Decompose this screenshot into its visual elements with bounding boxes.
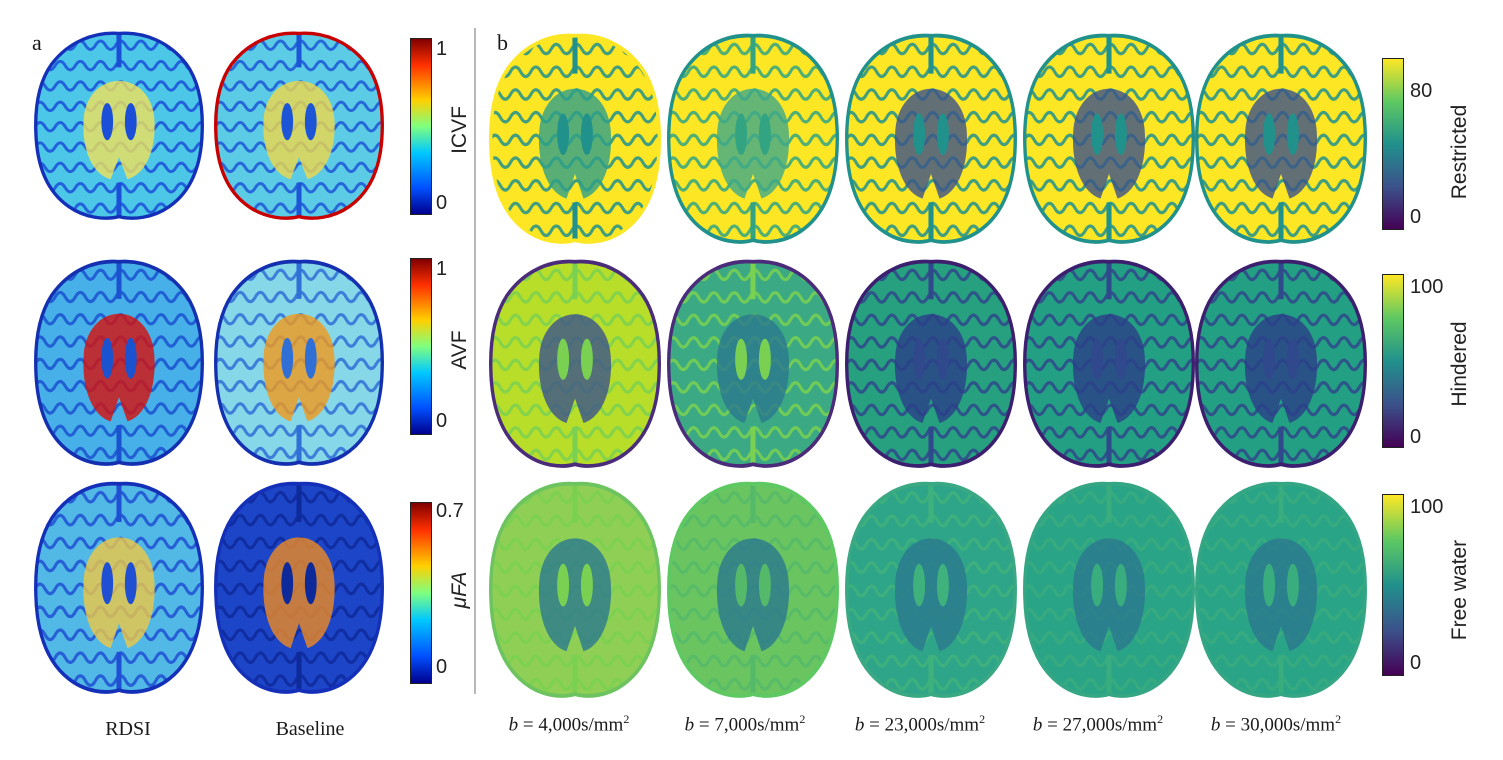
brain-map-hindered-2 [667, 259, 839, 468]
column-label-baseline: Baseline [275, 718, 345, 740]
brain-map-free-water-3 [845, 481, 1017, 698]
icvf-tick-max: 1 [436, 38, 448, 60]
mufa-tick-min: 0 [436, 656, 448, 678]
avf-colorbar [410, 258, 432, 435]
restricted-tick-max: 80 [1410, 80, 1433, 102]
b-value-label-1: b = 4,000s/mm2 [508, 712, 630, 736]
panel-b-label: b [497, 30, 508, 55]
panel-a-label: a [32, 30, 42, 55]
b-value-label-3: b = 23,000s/mm2 [854, 712, 986, 736]
brain-map-free-water-1 [489, 481, 661, 698]
brain-map-restricted-4 [1023, 33, 1195, 244]
panel-divider [474, 28, 476, 694]
free-water-tick-max: 100 [1410, 496, 1444, 518]
hindered-colorbar [1382, 274, 1404, 448]
free-water-colorbar-title: Free water [1448, 539, 1471, 641]
brain-map-restricted-5 [1195, 33, 1367, 244]
brain-map-free-water-4 [1023, 481, 1195, 698]
brain-map-hindered-5 [1195, 259, 1367, 468]
hindered-tick-min: 0 [1410, 426, 1422, 448]
b-value-label-2: b = 7,000s/mm2 [684, 712, 806, 736]
brain-map-hindered-1 [489, 259, 661, 468]
brain-map-icvf-baseline [214, 31, 384, 220]
brain-map-avf-rdsi [34, 259, 204, 466]
brain-map-restricted-2 [667, 33, 839, 244]
hindered-colorbar-title: Hindered [1448, 321, 1471, 407]
column-label-rdsi: RDSI [105, 718, 151, 740]
brain-map-hindered-4 [1023, 259, 1195, 468]
brain-map-icvf-rdsi [34, 31, 204, 220]
mufa-colorbar [410, 502, 432, 684]
hindered-tick-max: 100 [1410, 276, 1444, 298]
brain-map-mufa-baseline [214, 481, 384, 694]
b-value-label-5: b = 30,000s/mm2 [1210, 712, 1342, 736]
icvf-colorbar-title: ICVF [448, 106, 471, 154]
brain-map-avf-baseline [214, 259, 384, 466]
free-water-tick-min: 0 [1410, 652, 1422, 674]
brain-map-free-water-5 [1195, 481, 1367, 698]
free-water-colorbar [1382, 494, 1404, 676]
b-value-label-4: b = 27,000s/mm2 [1032, 712, 1164, 736]
icvf-colorbar [410, 38, 432, 215]
brain-map-restricted-3 [845, 33, 1017, 244]
brain-map-mufa-rdsi [34, 481, 204, 694]
mufa-tick-max: 0.7 [436, 500, 464, 522]
avf-tick-min: 0 [436, 410, 448, 432]
brain-map-free-water-2 [667, 481, 839, 698]
icvf-tick-min: 0 [436, 192, 448, 214]
brain-map-hindered-3 [845, 259, 1017, 468]
mufa-colorbar-title: μFA [448, 571, 471, 609]
restricted-colorbar-title: Restricted [1448, 104, 1471, 200]
brain-map-restricted-1 [489, 33, 661, 244]
avf-colorbar-title: AVF [448, 330, 471, 370]
avf-tick-max: 1 [436, 258, 448, 280]
restricted-tick-min: 0 [1410, 206, 1422, 228]
restricted-colorbar [1382, 58, 1404, 230]
